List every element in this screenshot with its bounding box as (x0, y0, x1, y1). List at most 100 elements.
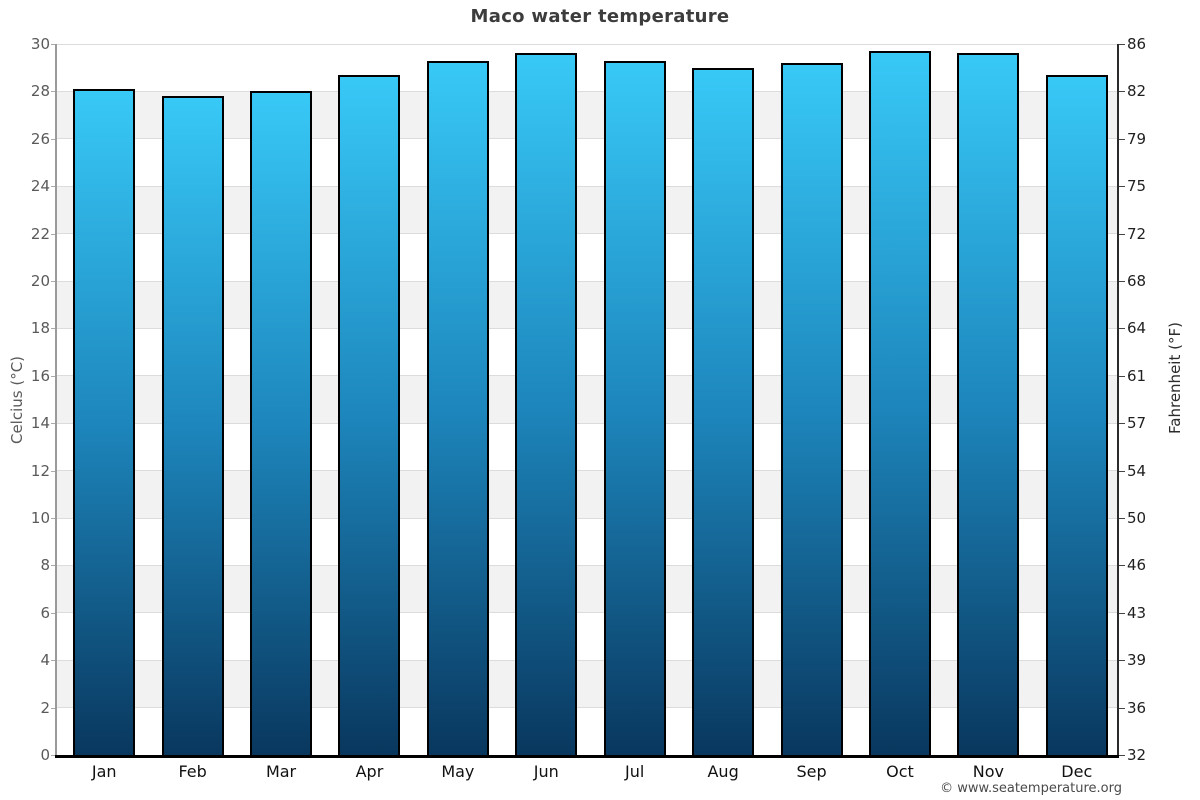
right-axis-tick (1118, 707, 1125, 709)
month-label: Jan (91, 762, 117, 781)
right-axis-tick (1118, 186, 1125, 188)
right-axis-tick (1118, 233, 1125, 235)
gridline (57, 185, 1118, 187)
right-axis-tick (1118, 281, 1125, 282)
background-band (57, 233, 1118, 281)
background-band (57, 518, 1118, 566)
right-axis-spine (1117, 44, 1119, 756)
celsius-tick-label: 6 (40, 603, 50, 622)
gridline (57, 659, 1118, 661)
fahrenheit-tick-label: 57 (1127, 414, 1147, 433)
month-label: Sep (796, 762, 827, 781)
fahrenheit-tick-label: 68 (1127, 272, 1147, 290)
left-axis-tick (51, 423, 57, 425)
gridline (57, 422, 1118, 424)
left-axis-tick (51, 138, 57, 140)
right-axis-tick (1118, 518, 1125, 519)
right-axis-tick (1118, 565, 1125, 567)
fahrenheit-tick-label: 86 (1127, 35, 1147, 53)
celsius-tick-label: 26 (30, 129, 50, 148)
right-axis-tick (1118, 138, 1125, 140)
background-band (57, 44, 1118, 92)
right-axis-tick (1118, 91, 1125, 93)
month-label: Apr (355, 762, 384, 781)
celsius-tick-label: 12 (30, 461, 50, 480)
right-axis-tick (1118, 375, 1125, 377)
celsius-tick-label: 10 (30, 509, 50, 527)
month-label: May (441, 762, 475, 781)
bar-sep (780, 62, 843, 756)
gridline (57, 233, 1118, 235)
gridline (57, 707, 1118, 709)
left-axis-tick (51, 707, 57, 709)
background-band (57, 186, 1118, 234)
background-band (57, 470, 1118, 518)
gridline (57, 517, 1118, 519)
celsius-tick-label: 16 (30, 366, 50, 385)
bar-mar (250, 91, 313, 756)
celsius-tick-label: 4 (40, 651, 50, 670)
left-axis-tick (51, 755, 57, 756)
right-axis-tick (1118, 328, 1125, 330)
gridline (57, 470, 1118, 472)
left-axis-tick (51, 612, 57, 614)
month-label: Mar (265, 762, 297, 781)
background-band (57, 660, 1118, 708)
left-axis-tick (51, 281, 57, 282)
celsius-tick-label: 30 (30, 35, 50, 53)
gridline (57, 327, 1118, 329)
month-label: Oct (886, 762, 914, 781)
right-axis-tick (1118, 755, 1125, 756)
left-axis-tick (51, 328, 57, 330)
background-band (57, 138, 1118, 187)
bar-feb (161, 96, 224, 756)
celsius-tick-label: 0 (40, 746, 50, 764)
background-band (57, 565, 1118, 613)
x-axis-line (55, 755, 1119, 758)
gridline (57, 43, 1118, 45)
fahrenheit-tick-label: 61 (1127, 366, 1147, 385)
fahrenheit-tick-label: 32 (1127, 746, 1147, 764)
left-axis-tick (51, 91, 57, 93)
celsius-tick-label: 28 (30, 82, 50, 101)
gridline (57, 90, 1118, 92)
month-label: Dec (1061, 762, 1093, 781)
left-axis-tick (51, 470, 57, 472)
background-band (57, 281, 1118, 329)
right-axis-tick (1118, 660, 1125, 662)
fahrenheit-tick-label: 43 (1127, 603, 1147, 622)
bar-jan (73, 89, 136, 756)
left-axis-spine (55, 44, 57, 756)
right-axis-tick (1118, 44, 1125, 45)
fahrenheit-tick-label: 75 (1127, 177, 1147, 196)
fahrenheit-tick-label: 72 (1127, 224, 1147, 243)
background-band (57, 423, 1118, 471)
celsius-tick-label: 8 (40, 556, 50, 575)
month-label: Nov (972, 762, 1004, 781)
chart-title: Maco water temperature (470, 6, 730, 27)
gridline (57, 612, 1118, 614)
month-label: Feb (178, 762, 207, 781)
bar-jun (515, 53, 578, 756)
left-axis-tick (51, 565, 57, 567)
fahrenheit-tick-label: 54 (1127, 461, 1147, 480)
left-axis-tick (51, 518, 57, 519)
left-axis-tick (51, 660, 57, 662)
background-band (57, 375, 1118, 424)
fahrenheit-tick-label: 50 (1127, 509, 1147, 527)
left-axis-tick (51, 375, 57, 377)
gridline (57, 564, 1118, 566)
gridline (57, 280, 1118, 282)
bar-dec (1045, 74, 1108, 756)
celsius-tick-label: 22 (30, 224, 50, 243)
background-band (57, 328, 1118, 376)
month-label: Aug (707, 762, 739, 781)
celsius-tick-label: 18 (30, 319, 50, 338)
background-band (57, 612, 1118, 661)
gridline (57, 138, 1118, 140)
background-band (57, 707, 1118, 755)
bar-may (426, 60, 489, 756)
left-axis-tick (51, 44, 57, 45)
month-label: Jun (533, 762, 559, 781)
